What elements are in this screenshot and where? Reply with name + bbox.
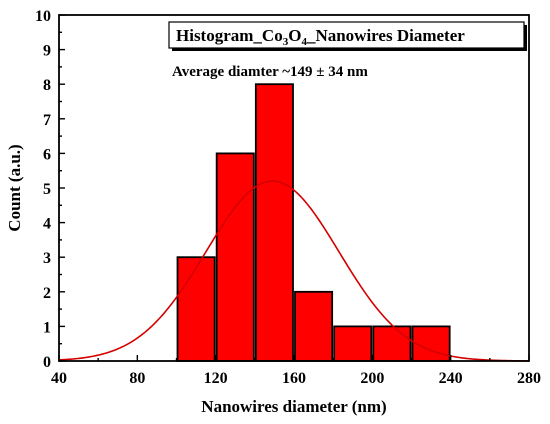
x-tick-label: 280 [517,370,541,387]
histogram-bar [254,83,294,362]
gaussian-fit-curve [58,180,530,362]
histogram-bar [372,325,412,362]
chart-title: Histogram_Co3O4_Nanowires Diameter [176,26,465,48]
y-tick-label: 7 [43,112,51,129]
histogram-bar [333,325,373,362]
y-tick-label: 1 [43,319,51,336]
title-box [168,21,525,49]
x-tick-label: 240 [439,370,463,387]
y-tick-label: 2 [43,285,51,302]
histogram-bar [294,290,334,362]
histogram-bar [176,256,216,362]
y-tick-label: 9 [43,43,51,60]
y-tick-label: 4 [43,216,51,233]
average-annotation: Average diamter ~149 ± 34 nm [172,64,368,80]
y-tick-label: 6 [43,146,51,163]
y-tick-label: 10 [35,8,51,25]
y-tick-label: 5 [43,181,51,198]
x-tick-label: 40 [51,370,67,387]
y-tick-label: 8 [43,77,51,94]
y-axis-title: Count (a.u.) [5,144,24,231]
histogram-bar [215,152,255,362]
x-tick-label: 160 [282,370,306,387]
y-tick-label: 3 [43,250,51,267]
x-tick-label: 120 [204,370,228,387]
plot-frame [58,14,530,362]
x-tick-label: 200 [360,370,384,387]
y-tick-label: 0 [43,354,51,371]
x-tick-label: 80 [129,370,145,387]
axis-ticks: 40 80 120 160 200 240 280 0 1 2 3 4 5 6 7 8 9 10 [35,8,541,387]
title-box-shadow-bottom [172,48,527,51]
x-axis-title: Nanowires diameter (nm) [201,397,386,416]
title-box-shadow [524,25,527,51]
histogram-bars [176,83,451,362]
